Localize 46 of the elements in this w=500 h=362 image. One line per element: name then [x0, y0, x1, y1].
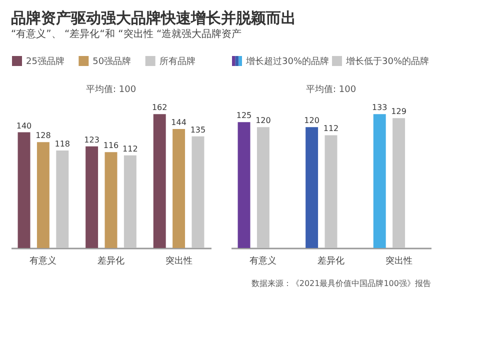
text: 平均值: 100 — [306, 84, 356, 95]
data-label: 125 — [236, 111, 252, 120]
data-label: 135 — [190, 125, 206, 134]
data-label: 140 — [16, 121, 32, 130]
data-label: 129 — [391, 107, 406, 116]
x-tick-label: 有意义 — [30, 256, 57, 266]
bar — [86, 146, 98, 248]
data-label: 112 — [323, 124, 339, 134]
bar — [18, 132, 30, 248]
bar — [256, 127, 270, 248]
chart-title: 品牌资产驱动强大品牌快速增长并脱颖而出 — [11, 9, 296, 27]
x-tick-label: 差异化 — [98, 256, 124, 266]
chart-subtitle: “有意义”、 “差异化“和 “突出性 “造就强大品牌资产 — [11, 28, 242, 40]
bar — [238, 122, 250, 248]
data-label: 133 — [372, 103, 388, 112]
x-tick-label: 突出性 — [165, 256, 192, 266]
data-label: 162 — [152, 103, 168, 112]
bar — [373, 114, 386, 248]
x-tick-label: 差异化 — [318, 256, 344, 266]
bar — [36, 142, 50, 248]
legend-label: 增长超过30%的品牌 — [245, 56, 330, 67]
bar — [324, 135, 338, 248]
data-label: 118 — [54, 139, 70, 148]
x-tick-label: 突出性 — [385, 256, 412, 266]
legend-label: 50强品牌 — [92, 56, 132, 67]
bar — [192, 136, 204, 248]
data-label: 112 — [122, 144, 138, 154]
data-label: 116 — [103, 141, 119, 150]
source-note: 数据来源：《2021最具价值中国品牌100强》报告 — [251, 279, 431, 288]
bar — [392, 118, 406, 248]
data-label: 120 — [304, 116, 320, 126]
data-label: 128 — [36, 131, 51, 140]
bar — [104, 152, 118, 248]
data-label: 144 — [171, 118, 186, 127]
data-label: 123 — [84, 135, 100, 144]
x-tick-label: 有意义 — [250, 256, 277, 266]
legend-label: 所有品牌 — [159, 56, 196, 67]
bar — [56, 150, 69, 248]
bar — [306, 127, 318, 248]
text: 平均值: 100 — [86, 84, 136, 95]
bar — [153, 114, 166, 248]
data-label: 120 — [256, 116, 271, 126]
bar — [124, 155, 136, 248]
legend-label: 25强品牌 — [26, 56, 64, 67]
bar — [172, 128, 186, 248]
legend-label: 增长低于30%的品牌 — [345, 56, 430, 67]
